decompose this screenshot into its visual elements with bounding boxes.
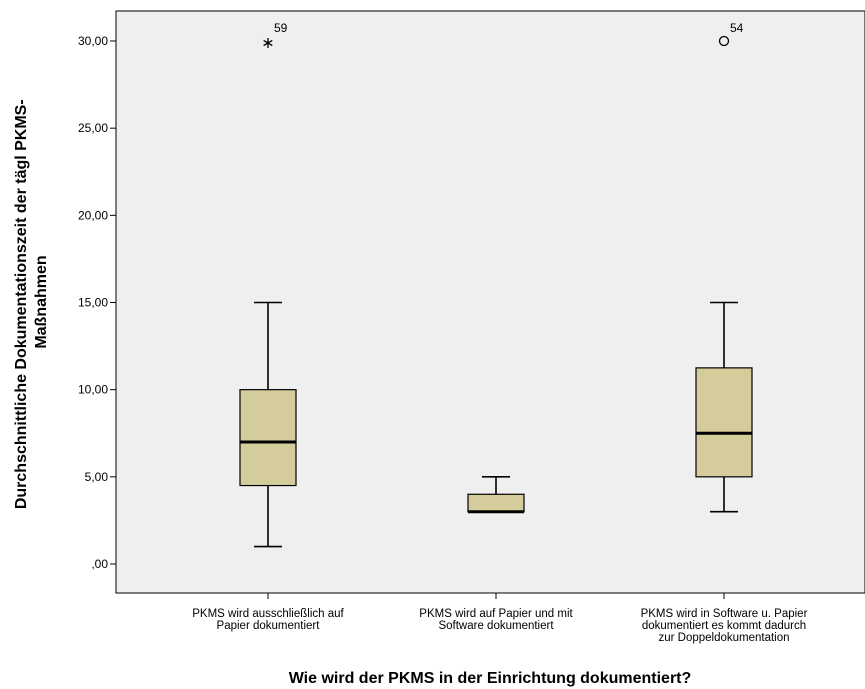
y-tick-label: 25,00	[78, 121, 108, 135]
box-group: 54	[695, 21, 753, 513]
box-iqr	[467, 493, 525, 513]
x-category-label-line: PKMS wird auf Papier und mit	[419, 608, 573, 620]
x-category-label: PKMS wird auf Papier und mit Software dok…	[419, 608, 573, 632]
box-iqr	[695, 367, 753, 478]
boxes: ∗59 54	[239, 21, 753, 548]
y-tick-label: 15,00	[78, 296, 108, 310]
y-axis-title-line-1: Durchschnittliche Dokumentationszeit der…	[13, 99, 30, 509]
x-category-label-line: Software dokumentiert	[438, 620, 554, 632]
box-group	[467, 476, 525, 514]
x-axis: PKMS wird ausschließlich auf Papier dokum…	[192, 593, 808, 644]
y-tick-label: 20,00	[78, 208, 108, 222]
x-category-label-line: zur Doppeldokumentation	[658, 632, 789, 644]
outlier-label: 54	[730, 21, 744, 35]
x-category-label: PKMS wird ausschließlich auf Papier dokum…	[192, 608, 344, 632]
outlier-star: ∗	[261, 33, 274, 52]
y-axis-title: Durchschnittliche Dokumentationszeit der…	[13, 95, 50, 509]
y-tick-label: 10,00	[78, 383, 108, 397]
y-tick-label: 5,00	[85, 470, 109, 484]
x-category-label-line: dokumentiert es kommt dadurch	[642, 620, 806, 632]
x-category-label-line: PKMS wird ausschließlich auf	[192, 608, 344, 620]
box-group: ∗59	[239, 21, 297, 548]
x-category-label: PKMS wird in Software u. Papier dokumenti…	[641, 608, 808, 644]
x-category-label-line: PKMS wird in Software u. Papier	[641, 608, 808, 620]
y-axis: ,00 5,00 10,00 15,00 20,00 25,00 30,00	[78, 34, 116, 571]
y-axis-title-line-2: Maßnahmen	[33, 255, 50, 348]
x-axis-title: Wie wird der PKMS in der Einrichtung dok…	[289, 670, 692, 687]
box-iqr	[239, 389, 297, 487]
x-category-label-line: Papier dokumentiert	[217, 620, 321, 632]
outlier-label: 59	[274, 21, 288, 35]
y-tick-label: 30,00	[78, 34, 108, 48]
outlier-circle	[718, 35, 730, 47]
y-tick-label: ,00	[91, 557, 108, 571]
